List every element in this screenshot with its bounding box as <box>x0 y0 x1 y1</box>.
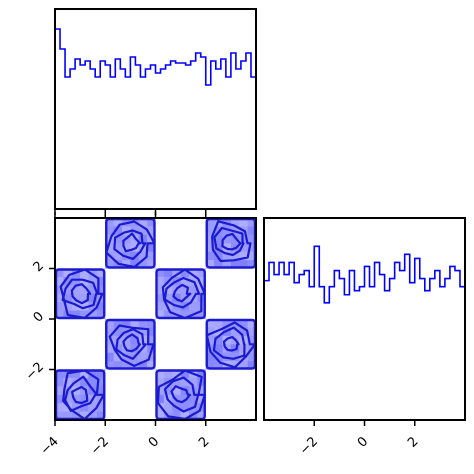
joint-ytick-label: 0 <box>31 309 47 325</box>
joint-xtick-label: 0 <box>146 434 162 450</box>
joint-xtick-label: 2 <box>196 434 212 450</box>
right-hist-step-line <box>264 246 465 303</box>
density-cell <box>206 319 256 370</box>
density-cell <box>206 218 256 269</box>
joint-density-panel: −4 −2 0 2 −2 0 2 <box>23 212 256 458</box>
density-cell <box>55 269 105 320</box>
density-cell <box>156 269 206 320</box>
right-hist-xtick-label: 0 <box>355 434 371 450</box>
density-cell <box>105 218 155 269</box>
right-histogram-panel: −2 0 2 <box>264 218 465 458</box>
joint-xtick-label: −4 <box>38 434 62 458</box>
density-cell <box>156 370 206 421</box>
density-bin <box>164 403 172 411</box>
right-hist-xtick-label: −2 <box>297 434 321 458</box>
top-hist-step-line <box>55 29 256 85</box>
right-hist-xtick-label: 2 <box>405 434 421 450</box>
joint-ytick-label: 2 <box>31 259 47 275</box>
top-hist-frame <box>55 9 256 209</box>
density-cell <box>105 319 155 370</box>
right-hist-frame <box>264 218 465 420</box>
top-histogram-panel <box>55 9 256 215</box>
joint-xtick-label: −2 <box>88 434 112 458</box>
density-cell <box>55 370 105 421</box>
joint-ytick-label: −2 <box>23 360 47 384</box>
